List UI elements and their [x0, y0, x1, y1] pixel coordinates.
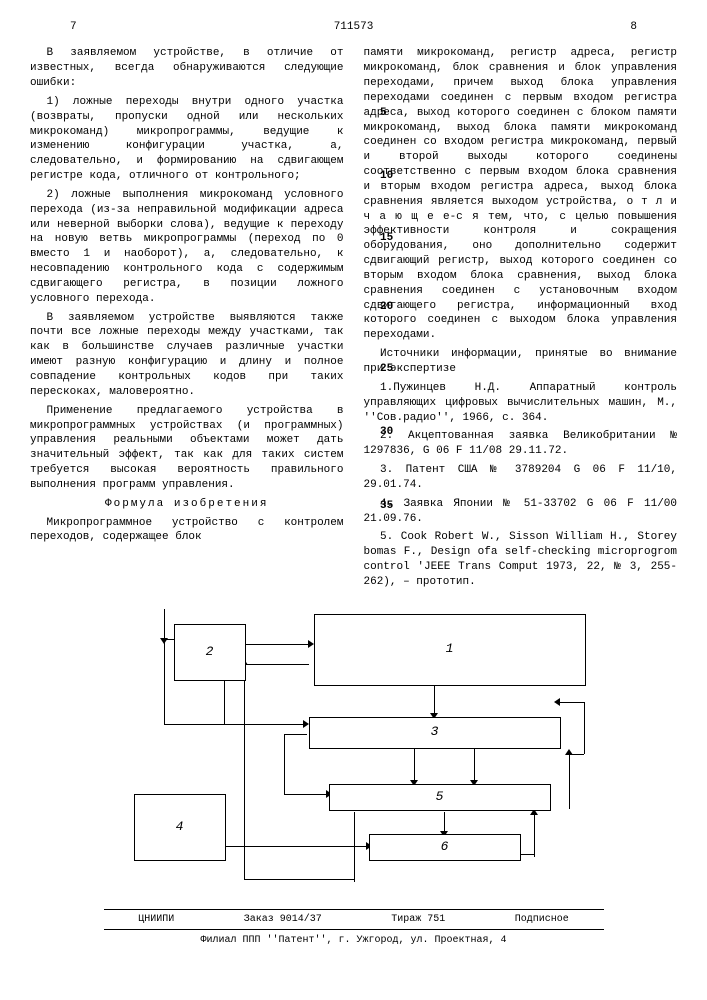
para: памяти микрокоманд, регистр адреса, реги… — [364, 46, 678, 343]
footer-order: Заказ 9014/37 — [244, 912, 322, 927]
diagram-edge — [354, 812, 356, 882]
diagram-block-2: 2 — [174, 624, 246, 681]
source-item: 3. Патент США № 3789204 G 06 F 11/10, 29… — [364, 463, 678, 493]
para: В заявляемом устройстве, в отличие от из… — [30, 46, 344, 91]
diagram-edge — [224, 680, 226, 724]
footer-address: Филиал ППП ''Патент'', г. Ужгород, ул. П… — [30, 933, 677, 948]
source-item: 2. Акцептованная заявка Великобритании №… — [364, 429, 678, 459]
page: 7 711573 8 5 10 15 20 25 30 35 В заявляе… — [0, 0, 707, 1000]
text-columns: В заявляемом устройстве, в отличие от из… — [30, 46, 677, 594]
diagram-edge — [559, 702, 584, 704]
formula-title: Формула изобретения — [30, 497, 344, 512]
diagram-edge — [584, 702, 586, 754]
diagram-edge — [244, 879, 354, 881]
doc-number: 711573 — [334, 20, 374, 34]
diagram-edge — [284, 734, 307, 736]
footer-tirazh: Тираж 751 — [391, 912, 445, 927]
footer: ЦНИИПИ Заказ 9014/37 Тираж 751 Подписное… — [30, 909, 677, 948]
right-column: памяти микрокоманд, регистр адреса, реги… — [364, 46, 678, 594]
para: В заявляемом устройстве выявляются также… — [30, 311, 344, 400]
source-item: 1.Пужинцев Н.Д. Аппаратный контроль упра… — [364, 381, 678, 426]
line-num: 35 — [380, 499, 393, 513]
diagram-edge — [164, 639, 166, 724]
diagram-edge — [164, 724, 304, 726]
para: Применение предлагаемого устройства в ми… — [30, 404, 344, 493]
para: 1) ложные переходы внутри одного участка… — [30, 95, 344, 184]
margin-line-numbers: 5 10 15 20 25 30 35 — [380, 86, 393, 513]
para: Микропрограммное устройство с контролем … — [30, 516, 344, 546]
line-num: 15 — [380, 231, 393, 245]
diagram-edge — [244, 644, 309, 646]
line-num: 5 — [380, 106, 393, 120]
diagram-edge — [414, 749, 416, 781]
diagram-edge — [474, 749, 476, 781]
left-column: В заявляемом устройстве, в отличие от из… — [30, 46, 344, 594]
diagram-edge — [434, 686, 436, 714]
source-item: 5. Cook Robert W., Sisson William H., St… — [364, 530, 678, 589]
line-num: 25 — [380, 362, 393, 376]
block-diagram: 1 2 3 4 5 6 — [104, 614, 604, 894]
diagram-block-4: 4 — [134, 794, 226, 861]
line-num: 30 — [380, 425, 393, 439]
sources-title: Источники информации, принятые во вниман… — [364, 347, 678, 377]
page-num-right: 8 — [630, 20, 637, 34]
diagram-edge — [284, 734, 286, 794]
page-num-left: 7 — [70, 20, 77, 34]
footer-org: ЦНИИПИ — [138, 912, 174, 927]
diagram-block-5: 5 — [329, 784, 551, 811]
diagram-edge — [164, 639, 174, 641]
line-num: 10 — [380, 169, 393, 183]
diagram-edge — [444, 812, 446, 832]
para: 2) ложные выполнения микрокоманд условно… — [30, 188, 344, 307]
footer-sub: Подписное — [515, 912, 569, 927]
diagram-edge — [534, 814, 536, 857]
diagram-edge — [244, 664, 246, 879]
diagram-block-1: 1 — [314, 614, 586, 686]
source-item: 4. Заявка Японии № 51-33702 G 06 F 11/00… — [364, 497, 678, 527]
footer-info-line: ЦНИИПИ Заказ 9014/37 Тираж 751 Подписное — [104, 909, 604, 930]
diagram-edge — [164, 609, 166, 639]
diagram-edge — [244, 664, 309, 666]
diagram-block-6: 6 — [369, 834, 521, 861]
diagram-edge — [569, 754, 571, 809]
diagram-block-3: 3 — [309, 717, 561, 749]
diagram-edge — [569, 754, 584, 756]
diagram-edge — [284, 794, 327, 796]
header: 7 711573 8 — [30, 20, 677, 34]
line-num: 20 — [380, 300, 393, 314]
diagram-edge — [520, 854, 535, 856]
